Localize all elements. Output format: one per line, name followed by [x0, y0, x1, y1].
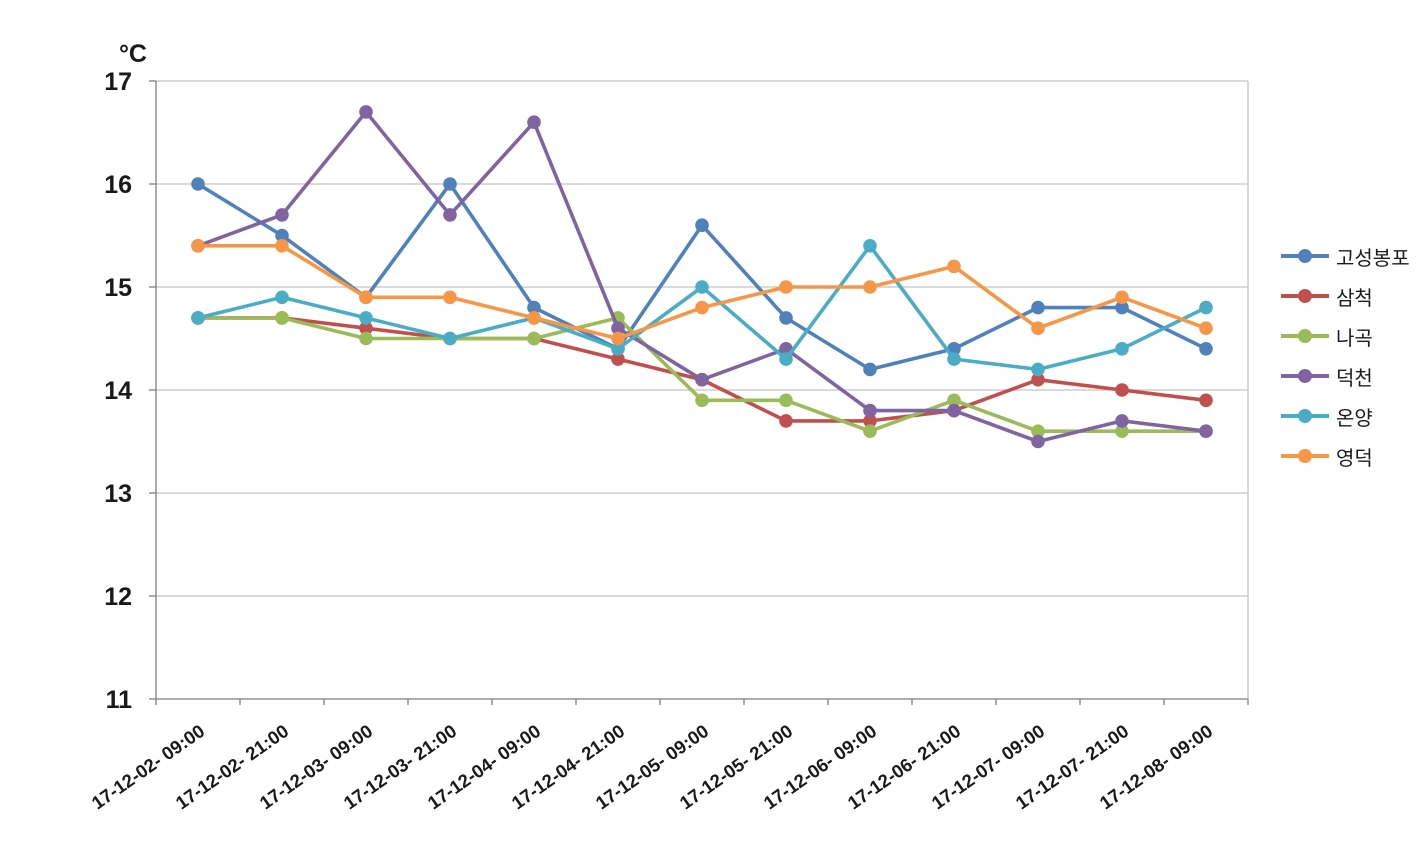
legend-marker-icon — [1281, 409, 1329, 423]
y-tick-label: 12 — [104, 583, 132, 611]
series-marker-deokcheon — [611, 321, 625, 336]
series-marker-deokcheon — [443, 208, 457, 222]
legend-item-label: 고성봉포 — [1336, 245, 1410, 270]
series-marker-yeongdeok — [695, 300, 709, 315]
legend-item-label: 영덕 — [1336, 445, 1373, 470]
series-marker-yeongdeok — [947, 259, 961, 274]
series-marker-goseong-bongpo — [443, 177, 457, 191]
series-marker-goseong-bongpo — [695, 218, 709, 232]
series-marker-nagok — [359, 331, 373, 346]
series-marker-goseong-bongpo — [863, 362, 877, 377]
series-marker-deokcheon — [695, 372, 709, 387]
series-marker-goseong-bongpo — [527, 300, 541, 315]
series-line-deokcheon — [196, 110, 1208, 444]
series-marker-yeongdeok — [863, 280, 877, 294]
series-marker-deokcheon — [1031, 434, 1045, 449]
legend-item-onyang: 온양 — [1281, 396, 1410, 436]
series-marker-deokcheon — [1115, 414, 1129, 428]
series-marker-yeongdeok — [191, 239, 205, 253]
y-tick-label: 13 — [104, 480, 132, 508]
series-marker-yeongdeok — [779, 280, 793, 294]
legend-marker-icon — [1281, 249, 1329, 263]
series-marker-onyang — [1199, 300, 1213, 315]
series-marker-goseong-bongpo — [1199, 342, 1213, 356]
series-marker-yeongdeok — [1031, 321, 1045, 336]
y-tick-label: 15 — [104, 274, 132, 302]
series-marker-onyang — [443, 331, 457, 346]
series-marker-nagok — [1115, 424, 1129, 439]
series-marker-nagok — [1031, 424, 1045, 439]
series-marker-deokcheon — [359, 105, 373, 119]
series-marker-nagok — [863, 424, 877, 439]
series-marker-samcheok — [1031, 372, 1045, 387]
legend-item-deokcheon: 덕천 — [1281, 356, 1410, 396]
legend-item-nagok: 나곡 — [1281, 316, 1410, 356]
series-marker-samcheok — [611, 352, 625, 366]
legend-item-samcheok: 삼척 — [1281, 276, 1410, 316]
series-marker-onyang — [611, 342, 625, 356]
series-marker-yeongdeok — [443, 290, 457, 305]
series-marker-deokcheon — [947, 403, 961, 418]
legend-marker-icon — [1281, 289, 1329, 303]
series-marker-onyang — [779, 352, 793, 366]
series-marker-onyang — [1031, 362, 1045, 377]
series-marker-deokcheon — [1199, 424, 1213, 439]
series-marker-onyang — [359, 311, 373, 325]
series-marker-samcheok — [359, 321, 373, 336]
series-marker-nagok — [527, 331, 541, 346]
series-marker-yeongdeok — [1199, 321, 1213, 336]
series-marker-deokcheon — [275, 208, 289, 222]
legend-item-goseong-bongpo: 고성봉포 — [1281, 236, 1410, 276]
y-tick-label: 16 — [104, 171, 132, 199]
series-marker-yeongdeok — [611, 331, 625, 346]
series-marker-goseong-bongpo — [1031, 300, 1045, 315]
series-marker-nagok — [947, 393, 961, 408]
series-marker-goseong-bongpo — [191, 177, 205, 191]
series-marker-samcheok — [779, 414, 793, 428]
series-marker-deokcheon — [863, 403, 877, 418]
series-marker-yeongdeok — [359, 290, 373, 305]
legend-item-label: 덕천 — [1336, 365, 1373, 390]
series-marker-yeongdeok — [527, 311, 541, 325]
y-tick-label: 14 — [104, 377, 132, 405]
legend-marker-icon — [1281, 449, 1329, 463]
series-marker-yeongdeok — [275, 239, 289, 253]
y-tick-label: 17 — [104, 68, 132, 96]
series-line-goseong-bongpo — [196, 182, 1208, 372]
series-marker-deokcheon — [527, 115, 541, 129]
series-marker-nagok — [779, 393, 793, 408]
series-marker-samcheok — [1199, 393, 1213, 408]
series-marker-onyang — [863, 239, 877, 253]
y-tick-label: 11 — [106, 686, 133, 714]
series-marker-onyang — [1115, 342, 1129, 356]
legend-item-label: 온양 — [1336, 405, 1373, 430]
legend-marker-icon — [1281, 369, 1329, 383]
y-axis-unit-label: °C — [118, 40, 147, 68]
series-marker-onyang — [275, 290, 289, 305]
series-marker-onyang — [695, 280, 709, 294]
series-marker-nagok — [695, 393, 709, 408]
series-marker-onyang — [947, 352, 961, 366]
series-marker-samcheok — [863, 414, 877, 428]
legend-item-label: 나곡 — [1336, 325, 1373, 350]
legend-marker-icon — [1281, 329, 1329, 343]
legend-item-label: 삼척 — [1336, 285, 1373, 310]
series-marker-goseong-bongpo — [275, 228, 289, 243]
series-marker-onyang — [191, 311, 205, 325]
series-marker-goseong-bongpo — [1115, 300, 1129, 315]
legend-item-yeongdeok: 영덕 — [1281, 436, 1410, 476]
series-marker-goseong-bongpo — [779, 311, 793, 325]
series-marker-nagok — [275, 311, 289, 325]
series-marker-yeongdeok — [1115, 290, 1129, 305]
series-marker-samcheok — [1115, 383, 1129, 397]
